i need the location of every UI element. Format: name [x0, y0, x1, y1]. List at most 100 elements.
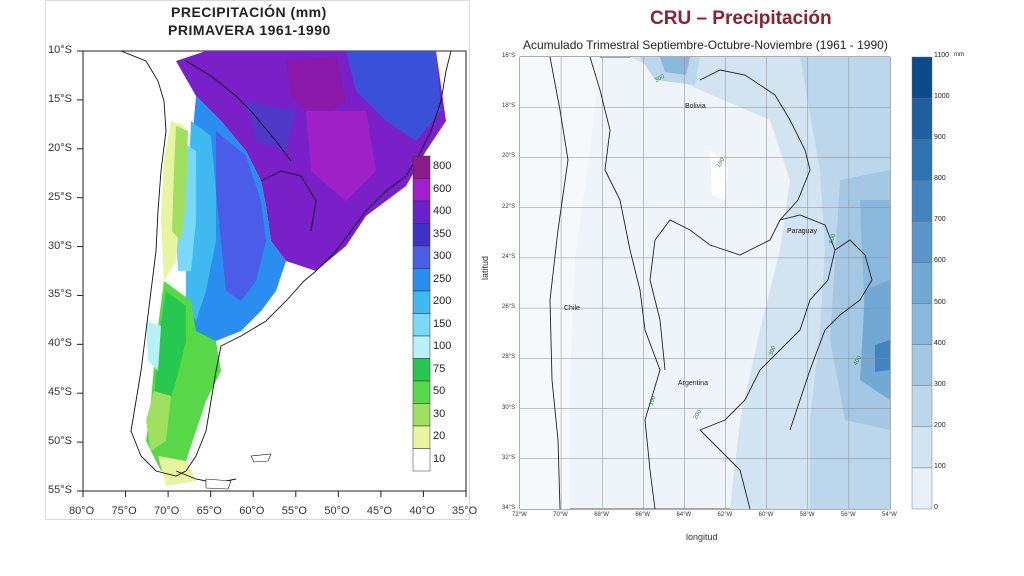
left-lat-tick: 20°S	[48, 141, 72, 154]
left-colorbar-label: 75	[433, 362, 446, 375]
right-map-fill-regions	[520, 57, 890, 509]
left-lon-tick: 65°O	[196, 505, 222, 517]
right-colorbar-cell	[911, 385, 933, 428]
left-colorbar-label: 150	[433, 317, 452, 330]
left-colorbar-cell	[412, 268, 431, 292]
country-label-argentina: Argentina	[678, 380, 708, 387]
right-precipitation-map: CRU – Precipitación Acumulado Trimestral…	[480, 0, 1024, 576]
right-lon-tick: 70°W	[553, 512, 568, 518]
left-colorbar-cell	[412, 223, 431, 247]
right-lat-tick: 16°S	[502, 53, 516, 59]
right-lat-tick: 20°S	[502, 153, 516, 160]
left-colorbar-label: 300	[433, 250, 452, 263]
left-lon-tick: 60°O	[239, 505, 265, 517]
right-y-axis-label: latitud	[480, 255, 490, 280]
left-lat-tick: 30°S	[48, 239, 72, 252]
left-map-title-line2: PRIMAVERA 1961-1990	[168, 22, 331, 38]
right-colorbar-label: 300	[934, 380, 946, 388]
left-colorbar-label: 250	[433, 272, 452, 285]
right-lon-tick: 72°W	[512, 512, 527, 518]
left-colorbar-label: 800	[433, 160, 452, 173]
left-colorbar-cell	[412, 403, 431, 427]
right-lat-tick: 34°S	[502, 505, 516, 511]
left-lat-tick: 40°S	[48, 337, 72, 350]
right-lon-tick: 68°W	[594, 512, 609, 518]
right-colorbar-cell	[911, 426, 933, 469]
left-colorbar-label: 50	[433, 385, 446, 398]
right-colorbar-label: 700	[934, 216, 946, 224]
left-lon-tick: 35°O	[452, 505, 478, 517]
left-lat-tick: 45°S	[48, 386, 72, 399]
left-map-graphic	[77, 50, 467, 497]
left-precipitation-map: PRECIPITACIÓN (mm) PRIMAVERA 1961-1990	[45, 0, 477, 520]
left-colorbar-label: 200	[433, 295, 452, 308]
right-colorbar-cell	[911, 180, 933, 222]
left-colorbar-label: 30	[433, 407, 446, 420]
left-map-fill-regions	[146, 51, 446, 486]
right-colorbar-label: 100	[934, 462, 946, 470]
right-lon-tick: 56°W	[840, 512, 856, 518]
right-colorbar-cell	[911, 467, 933, 510]
left-lon-tick: 55°O	[281, 505, 307, 517]
left-lon-tick: 80°O	[69, 505, 95, 517]
right-colorbar-label: 1000	[934, 93, 950, 101]
country-label-paraguay: Paraguay	[787, 228, 817, 235]
left-lon-tick: 50°O	[324, 505, 350, 517]
country-label-chile: Chile	[564, 305, 580, 312]
right-colorbar-cell	[911, 303, 933, 345]
right-map-title: CRU – Precipitación	[650, 8, 832, 29]
left-map-title-line1: PRECIPITACIÓN (mm)	[171, 4, 327, 20]
right-lat-tick: 24°S	[502, 253, 516, 260]
right-lon-tick: 62°W	[717, 512, 733, 518]
left-map-islands	[205, 453, 272, 490]
right-lon-tick: 58°W	[799, 512, 815, 518]
right-map-subtitle: Acumulado Trimestral Septiembre-Octubre-…	[523, 38, 888, 52]
left-colorbar-cell	[412, 335, 431, 359]
right-lon-tick: 64°W	[676, 512, 692, 518]
left-colorbar-cell	[412, 313, 431, 337]
right-x-axis-label: longitud	[686, 532, 718, 542]
left-colorbar-cell	[412, 200, 431, 224]
right-lon-tick: 60°W	[758, 512, 774, 518]
right-map-graphic	[519, 56, 933, 510]
left-colorbar-cell	[412, 155, 431, 179]
left-lon-tick: 75°O	[111, 505, 137, 517]
left-colorbar-cell	[412, 448, 431, 472]
left-colorbar-cell	[412, 178, 431, 202]
left-lat-tick: 50°S	[48, 435, 72, 448]
right-lat-tick: 22°S	[502, 203, 516, 210]
right-lat-tick: 32°S	[502, 454, 516, 461]
left-lat-tick: 35°S	[48, 288, 72, 301]
right-colorbar-label: 600	[934, 257, 946, 265]
left-lat-tick: 15°S	[48, 92, 72, 105]
right-colorbar-label: 500	[934, 298, 946, 306]
left-colorbar-label: 20	[433, 430, 446, 443]
right-colorbar-cell	[911, 97, 933, 140]
right-map-gridlines	[520, 57, 890, 509]
left-colorbar-label: 400	[433, 205, 452, 218]
left-colorbar-label: 350	[433, 227, 452, 240]
left-lat-tick: 10°S	[48, 44, 72, 56]
left-colorbar-cell	[412, 358, 431, 382]
left-colorbar-label: 10	[433, 452, 446, 465]
left-colorbar	[412, 155, 431, 472]
left-colorbar-cell	[412, 245, 431, 269]
right-lon-tick: 54°W	[882, 512, 897, 518]
left-lat-tick: 55°S	[48, 484, 72, 496]
right-colorbar-label: 800	[934, 175, 946, 183]
right-lat-tick: 30°S	[502, 404, 516, 411]
left-lon-tick: 45°O	[366, 505, 393, 517]
left-colorbar-label: 100	[433, 340, 452, 353]
right-colorbar-label: 1100	[934, 52, 950, 59]
right-colorbar-cell	[911, 344, 933, 386]
left-lon-tick: 70°O	[154, 505, 180, 517]
right-colorbar-unit: mm	[954, 52, 964, 58]
right-colorbar-label: 900	[934, 134, 946, 142]
right-lat-tick: 18°S	[502, 103, 516, 110]
right-colorbar-cell	[911, 221, 933, 263]
left-colorbar-cell	[412, 290, 431, 314]
country-label-bolivia: Bolivia	[685, 103, 706, 110]
left-lon-tick: 40°O	[409, 505, 435, 517]
right-colorbar-cell	[911, 138, 933, 181]
right-colorbar-label: 0	[934, 504, 938, 511]
